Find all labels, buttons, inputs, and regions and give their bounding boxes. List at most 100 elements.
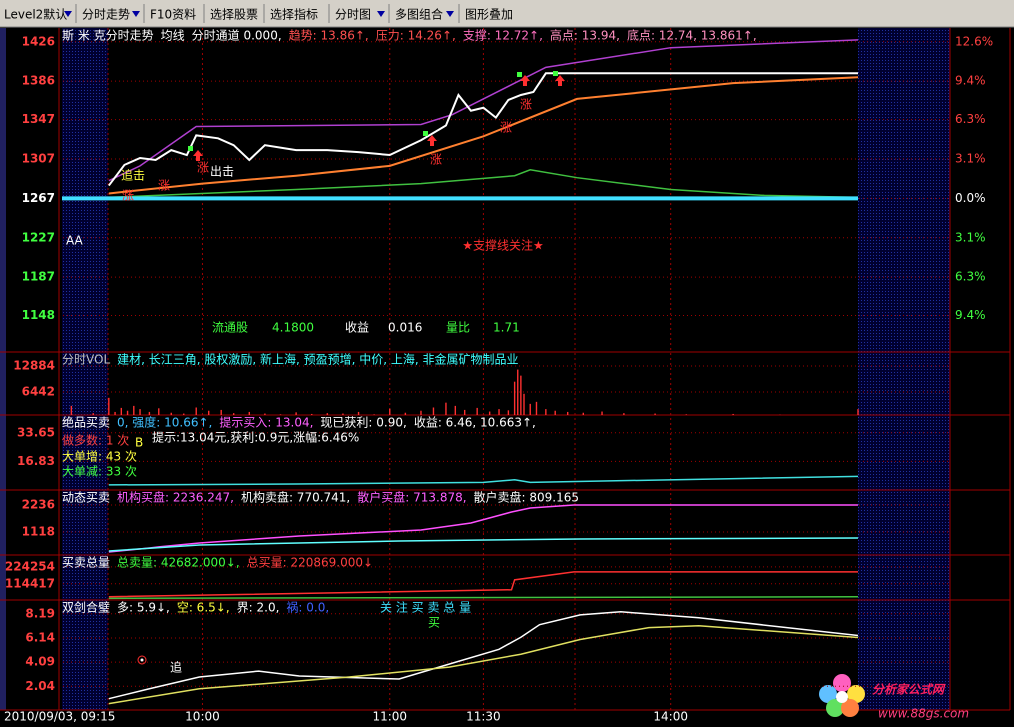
series-line [108,72,858,187]
annotation: 涨 [520,97,532,112]
volume-bar [183,413,185,415]
volume-bar [582,412,585,415]
y-tick-label: 6.14 [25,630,55,644]
panel-header: 买卖总量 [62,556,110,570]
right-tick-label: 9.4% [955,308,986,322]
right-tick-label: 3.1% [955,151,986,165]
toolbar-button[interactable]: 图形叠加 [465,8,513,22]
y-tick-label: 6442 [22,385,55,399]
time-label: 10:00 [185,710,220,724]
plot-area [60,432,950,486]
panel-header: 建材, 长江三角, 股权激励, 新上海, 预盈预增, 中价, 上海, 非金属矿物… [117,352,518,367]
volume-bar [92,413,94,415]
y-tick-label: 1187 [22,270,55,284]
plot-area [60,611,950,705]
volume-bar [357,411,360,415]
panel-header: 斯 米 克分时走势 [62,29,154,43]
y-tick-label: 33.65 [17,425,55,439]
y-tick-label: 1386 [22,74,55,88]
side-strip [0,28,6,710]
panel-header: 高点: 13.94, [550,28,620,43]
after-area [858,28,950,710]
volume-bar [523,393,525,415]
right-tick-label: 6.3% [955,270,986,284]
right-tick-label: 9.4% [955,74,986,88]
volume-bar [170,412,172,415]
panel-note: 大单增: 43 次 [62,450,137,464]
volume-bar [70,405,73,415]
y-tick-label: 4.09 [25,655,55,669]
dropdown-arrow[interactable] [446,11,454,17]
dropdown-arrow[interactable] [132,11,140,17]
time-label: 11:30 [466,710,501,724]
series-line [108,596,859,600]
volume-bar [517,369,519,415]
toolbar-button[interactable]: 选择指标 [270,7,318,22]
panel-header: 分时VOL [62,353,110,367]
volume-bar [857,409,859,415]
volume-bar [279,414,282,415]
plot-area [60,365,950,415]
annotation: 涨 [158,178,170,193]
series-line [108,169,859,199]
volume-bar [120,407,123,415]
time-label: 2010/09/03, 09:15 [4,710,115,724]
y-tick-label: 1347 [22,112,55,126]
volume-bar [463,409,466,415]
panel-header: 机构卖盘: 770.741, [241,490,350,505]
toolbar-button[interactable]: 选择股票 [210,8,258,22]
panel-note: 做多数: 1 次 [62,433,129,448]
volume-bar [232,413,235,415]
annotation: 涨 [430,152,442,167]
panel-header: 散户卖盘: 809.165 [474,490,579,505]
stock-info: 4.1800 [272,321,314,335]
logo [819,674,865,717]
volume-bar [158,408,160,415]
panel-header: 空: 6.5↓, [177,601,230,615]
volume-bar [139,409,141,415]
panel-note: 追 [170,660,182,675]
dropdown-arrow[interactable] [377,11,385,17]
signal-markers [137,71,565,665]
toolbar-button[interactable]: 分时图 [335,8,371,22]
volume-bar [220,409,222,415]
volume-bar [108,397,110,415]
y-tick-label: 12884 [13,359,55,373]
volume-bar [732,413,734,415]
volume-bar [507,410,510,415]
annotation: 追击 [121,168,145,183]
stock-info: 流通股 [212,321,248,335]
volume-bar [432,407,435,415]
panel-header: 动态买卖 [62,491,110,505]
dropdown-arrow[interactable] [64,11,72,17]
series-line [108,76,859,195]
right-tick-label: 12.6% [955,34,993,48]
stock-info: 收益 [345,321,369,335]
volume-bar [311,413,313,415]
volume-bar [454,405,457,415]
volume-bar [601,411,603,415]
toolbar-button[interactable]: 多图组合 [395,7,443,22]
series-line [108,571,858,598]
plot-area [60,566,950,600]
panel-header: 总买量: 220869.000↓ [247,556,373,570]
volume-bar [545,409,547,415]
plot-area [60,504,950,553]
panel-header: 趋势: 13.86↑, [289,29,369,43]
volume-bar [529,403,531,415]
volume-bar [264,413,266,415]
volume-bar [133,405,135,415]
panel-note: B [135,436,143,450]
y-tick-label: 2236 [22,498,55,512]
toolbar-button[interactable]: 分时走势 [82,8,130,22]
series-line [108,537,859,552]
series-line [108,624,859,705]
volume-bar [488,411,491,415]
panel-note: 关 注 买 卖 总 量 [380,600,471,615]
toolbar-button[interactable]: F10资料 [150,8,196,22]
volume-bar [389,408,391,415]
volume-bar [195,407,197,415]
toolbar-button[interactable]: Level2默认 [4,7,67,22]
panel-note: 买 [428,616,440,630]
